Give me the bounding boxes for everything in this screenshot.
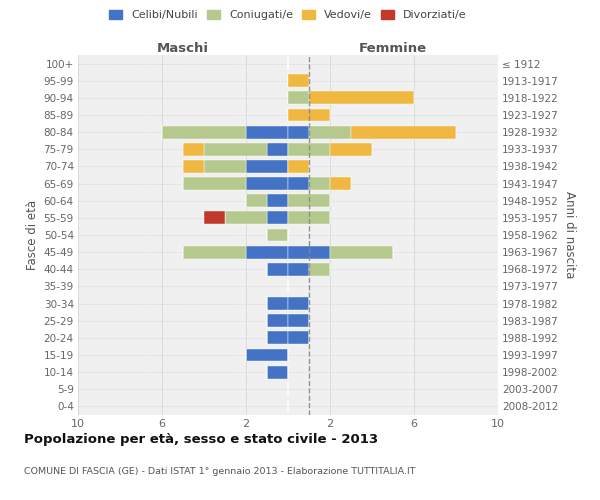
Bar	[183, 143, 204, 156]
Bar	[288, 297, 309, 310]
Bar	[246, 177, 288, 190]
Bar	[288, 74, 309, 87]
Text: Femmine: Femmine	[359, 42, 427, 55]
Bar	[267, 143, 288, 156]
Bar	[288, 160, 309, 173]
Bar	[204, 143, 267, 156]
Text: Maschi: Maschi	[157, 42, 209, 55]
Bar	[267, 263, 288, 276]
Bar	[267, 212, 288, 224]
Legend: Celibi/Nubili, Coniugati/e, Vedovi/e, Divorziati/e: Celibi/Nubili, Coniugati/e, Vedovi/e, Di…	[105, 6, 471, 25]
Bar	[330, 143, 372, 156]
Bar	[309, 263, 330, 276]
Text: Popolazione per età, sesso e stato civile - 2013: Popolazione per età, sesso e stato civil…	[24, 432, 378, 446]
Bar	[267, 366, 288, 378]
Bar	[309, 92, 414, 104]
Bar	[267, 314, 288, 327]
Bar	[288, 314, 309, 327]
Bar	[267, 297, 288, 310]
Bar	[183, 177, 246, 190]
Bar	[288, 194, 330, 207]
Bar	[225, 212, 267, 224]
Bar	[288, 212, 330, 224]
Y-axis label: Fasce di età: Fasce di età	[26, 200, 40, 270]
Bar	[288, 263, 309, 276]
Bar	[309, 126, 351, 138]
Bar	[183, 246, 246, 258]
Bar	[351, 126, 456, 138]
Bar	[267, 194, 288, 207]
Bar	[288, 92, 309, 104]
Bar	[288, 126, 309, 138]
Bar	[330, 177, 351, 190]
Bar	[288, 246, 330, 258]
Bar	[246, 348, 288, 362]
Y-axis label: Anni di nascita: Anni di nascita	[563, 192, 575, 278]
Bar	[267, 332, 288, 344]
Bar	[246, 126, 288, 138]
Bar	[204, 212, 225, 224]
Bar	[267, 228, 288, 241]
Bar	[288, 143, 330, 156]
Bar	[246, 194, 267, 207]
Bar	[288, 332, 309, 344]
Bar	[246, 246, 288, 258]
Bar	[330, 246, 393, 258]
Bar	[183, 160, 204, 173]
Bar	[162, 126, 246, 138]
Bar	[204, 160, 246, 173]
Bar	[309, 177, 330, 190]
Bar	[288, 177, 309, 190]
Bar	[288, 108, 330, 122]
Bar	[246, 160, 288, 173]
Text: COMUNE DI FASCIA (GE) - Dati ISTAT 1° gennaio 2013 - Elaborazione TUTTITALIA.IT: COMUNE DI FASCIA (GE) - Dati ISTAT 1° ge…	[24, 468, 415, 476]
